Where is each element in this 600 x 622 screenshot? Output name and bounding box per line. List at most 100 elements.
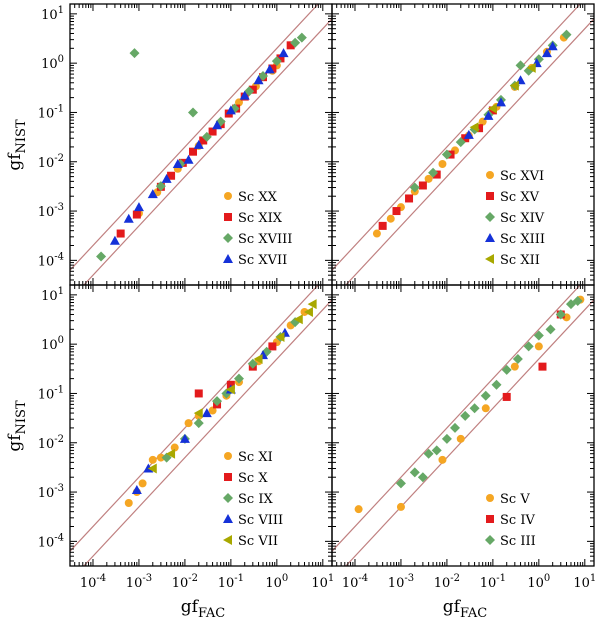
legend-marker bbox=[486, 494, 494, 502]
data-point bbox=[268, 342, 277, 351]
legend-marker bbox=[486, 171, 494, 179]
lower-band-line bbox=[83, 18, 332, 285]
y-axis-title-bottom: gfNIST bbox=[5, 400, 29, 452]
y-tick-label: 101 bbox=[41, 286, 64, 304]
data-point bbox=[124, 498, 133, 507]
legend-label: Sc VII bbox=[238, 534, 278, 549]
data-point bbox=[456, 434, 465, 443]
data-point bbox=[469, 122, 479, 133]
data-point bbox=[172, 159, 183, 169]
y-tick-label: 10-3 bbox=[38, 202, 64, 220]
data-point bbox=[460, 410, 471, 421]
data-point bbox=[431, 445, 442, 456]
data-point bbox=[212, 396, 223, 407]
data-point bbox=[392, 207, 401, 216]
data-points bbox=[372, 29, 572, 238]
data-point bbox=[515, 60, 526, 71]
data-point bbox=[541, 48, 552, 58]
band-lines bbox=[332, 4, 594, 285]
data-point bbox=[193, 418, 204, 429]
data-point bbox=[148, 455, 157, 464]
legend-marker bbox=[486, 192, 494, 200]
data-points bbox=[124, 299, 317, 507]
data-points bbox=[96, 32, 307, 262]
legend: Sc XI Sc X Sc IX Sc VIII Sc VII bbox=[223, 450, 283, 549]
data-point bbox=[561, 29, 572, 40]
y-tick-label: 10-1 bbox=[38, 384, 64, 402]
legend-label: Sc XX bbox=[238, 190, 278, 205]
data-point bbox=[156, 453, 165, 462]
tick-labels: 10-4 10-3 10-2 10-1 100 101 bbox=[38, 5, 64, 269]
y-tick-label: 101 bbox=[41, 5, 64, 23]
x-tick-label: 100 bbox=[265, 573, 288, 591]
data-point bbox=[193, 408, 203, 419]
data-point bbox=[441, 149, 452, 160]
x-tick-label: 101 bbox=[573, 573, 596, 591]
data-point bbox=[512, 353, 523, 364]
legend-marker bbox=[224, 213, 232, 221]
data-point bbox=[423, 448, 434, 459]
data-point bbox=[432, 170, 441, 179]
data-point bbox=[132, 210, 141, 219]
data-point bbox=[307, 299, 317, 310]
data-point bbox=[194, 389, 203, 398]
data-point bbox=[278, 48, 289, 58]
legend-label: Sc XV bbox=[500, 190, 540, 205]
data-point bbox=[131, 485, 142, 495]
data-point bbox=[225, 105, 236, 115]
data-point bbox=[268, 64, 277, 73]
data-point bbox=[116, 229, 125, 238]
data-point bbox=[372, 229, 381, 238]
data-point bbox=[424, 174, 433, 183]
legend-label: Sc XVI bbox=[500, 169, 544, 184]
data-point bbox=[129, 48, 140, 59]
data-point bbox=[480, 390, 491, 401]
legend-label: Sc XI bbox=[238, 450, 273, 465]
axis-titles: gfFAC gfFAC gfNIST gfNIST bbox=[5, 119, 487, 621]
data-point bbox=[166, 448, 176, 459]
data-point bbox=[201, 131, 212, 142]
x-tick-label: 10-4 bbox=[342, 573, 368, 591]
x-tick-label: 10-1 bbox=[218, 573, 244, 591]
data-point bbox=[193, 139, 204, 149]
data-point bbox=[455, 137, 466, 148]
y-tick-label: 10-2 bbox=[38, 434, 64, 452]
data-point bbox=[208, 127, 217, 136]
legend-marker bbox=[223, 514, 233, 523]
data-point bbox=[303, 306, 313, 317]
series-sc-xii bbox=[469, 62, 536, 133]
legend-label: Sc IV bbox=[500, 513, 535, 528]
data-point bbox=[510, 362, 519, 371]
panel-bottom-left: 10-4 10-4 10-3 10-3 10-2 10-2 10-1 10-1 100 100 10… bbox=[38, 284, 334, 591]
x-tick-label: 10-3 bbox=[388, 573, 414, 591]
ticks bbox=[332, 4, 594, 285]
legend-marker bbox=[223, 535, 232, 545]
legend-label: Sc IX bbox=[238, 492, 273, 507]
legend-label: Sc XIII bbox=[500, 232, 545, 247]
data-point bbox=[438, 455, 447, 464]
legend-label: Sc XVIII bbox=[238, 232, 292, 247]
data-point bbox=[109, 235, 120, 245]
legend-label: Sc VIII bbox=[238, 513, 283, 528]
data-point bbox=[143, 463, 154, 473]
data-point bbox=[275, 331, 285, 342]
data-point bbox=[395, 478, 406, 489]
data-point bbox=[463, 129, 474, 139]
data-point bbox=[475, 124, 484, 133]
data-point bbox=[271, 56, 282, 67]
legend-label: Sc XII bbox=[500, 253, 540, 268]
data-point bbox=[189, 147, 198, 156]
data-point bbox=[199, 136, 208, 145]
data-point bbox=[501, 364, 512, 375]
y-tick-label: 10-2 bbox=[38, 153, 64, 171]
legend: Sc XVI Sc XV Sc XIV Sc XIII Sc XII bbox=[485, 169, 545, 268]
y-tick-label: 100 bbox=[41, 54, 64, 72]
upper-band-line bbox=[70, 4, 319, 271]
x-tick-label: 10-1 bbox=[480, 573, 506, 591]
data-point bbox=[502, 392, 511, 401]
data-point bbox=[244, 86, 255, 97]
data-point bbox=[170, 443, 179, 452]
upper-band-line bbox=[332, 4, 581, 271]
data-point bbox=[264, 64, 275, 74]
data-point bbox=[572, 296, 583, 307]
